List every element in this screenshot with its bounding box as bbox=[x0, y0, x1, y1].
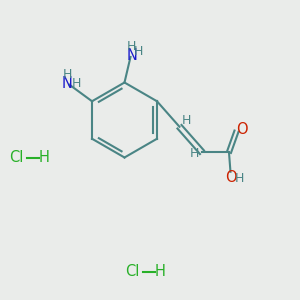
Text: O: O bbox=[236, 122, 248, 137]
Text: N: N bbox=[127, 48, 137, 63]
Text: O: O bbox=[225, 170, 236, 185]
Text: Cl: Cl bbox=[125, 264, 139, 279]
Text: Cl: Cl bbox=[9, 150, 24, 165]
Text: H: H bbox=[182, 114, 191, 127]
Text: H: H bbox=[235, 172, 244, 185]
Text: H: H bbox=[155, 264, 166, 279]
Text: N: N bbox=[62, 76, 73, 91]
Text: H: H bbox=[71, 77, 81, 90]
Text: H: H bbox=[134, 45, 144, 58]
Text: H: H bbox=[39, 150, 50, 165]
Text: H: H bbox=[62, 68, 72, 81]
Text: H: H bbox=[126, 40, 136, 53]
Text: H: H bbox=[190, 147, 199, 160]
